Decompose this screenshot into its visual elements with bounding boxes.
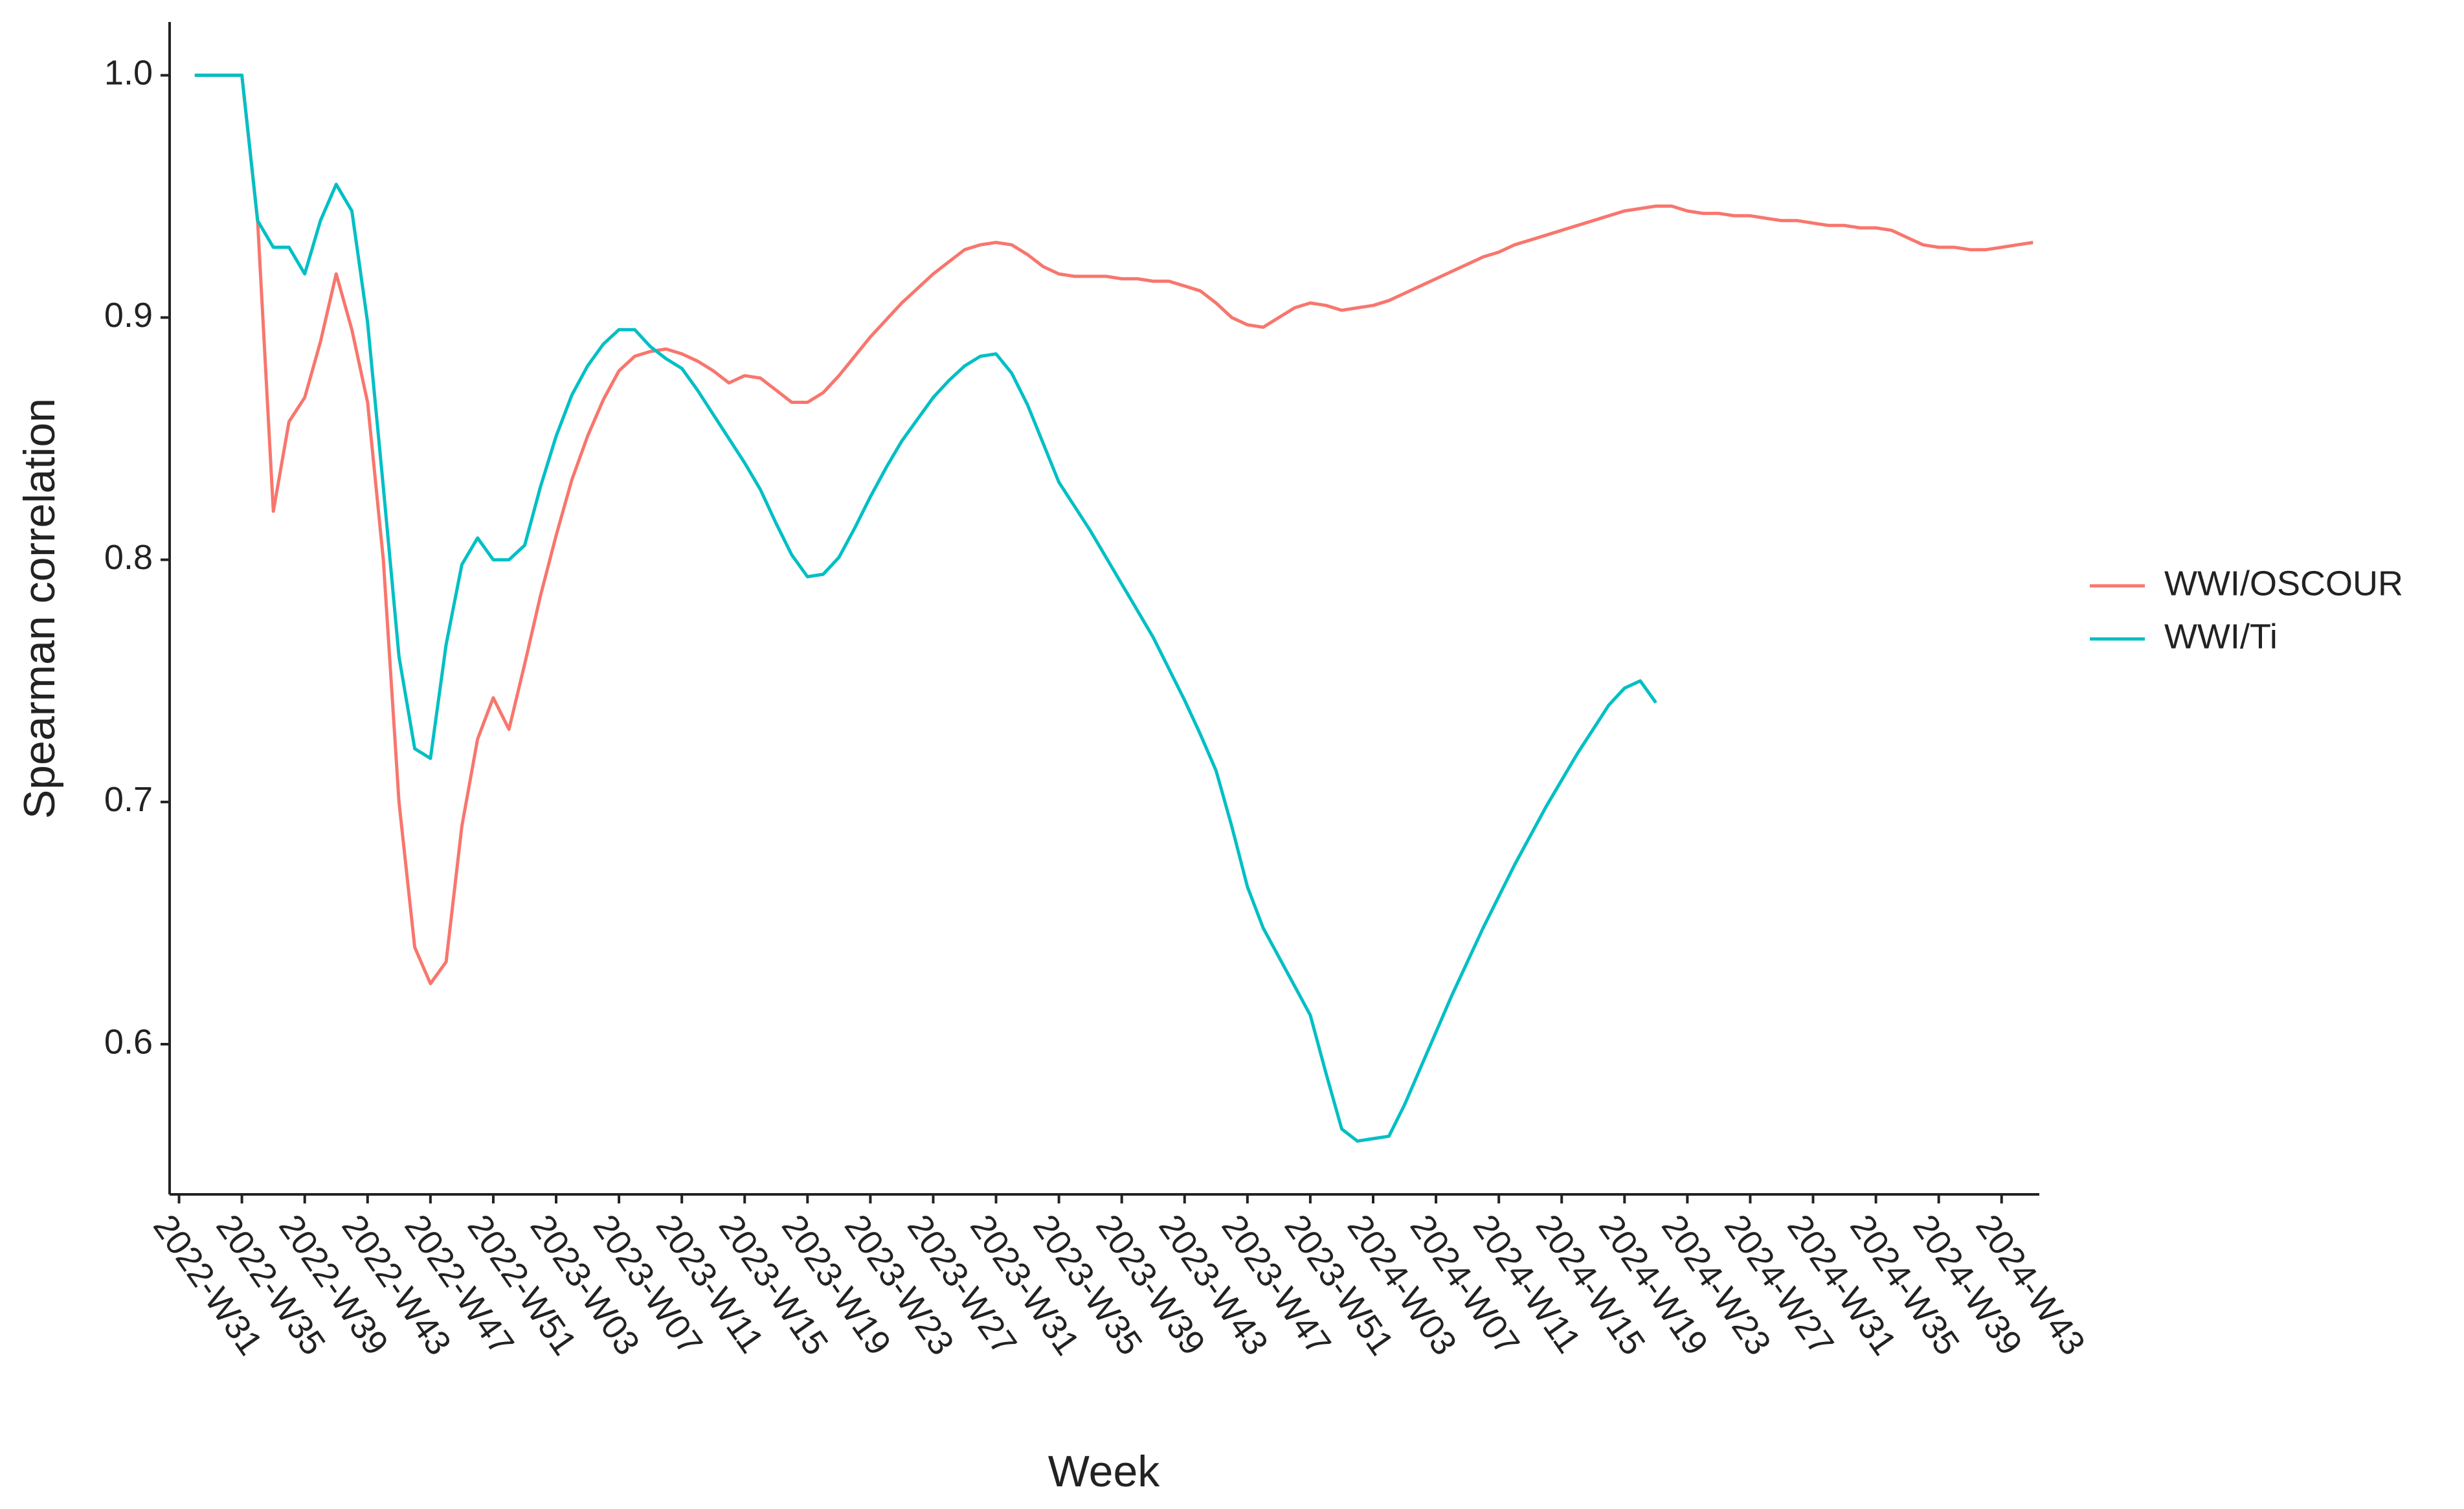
y-tick-label: 0.6 [104,1022,153,1061]
y-tick-label: 1.0 [104,54,153,93]
y-tick-label: 0.7 [104,780,153,819]
y-tick-label: 0.9 [104,296,153,335]
legend-label: WWI/Ti [2164,617,2278,656]
legend-label: WWI/OSCOUR [2164,564,2403,603]
x-axis-title: Week [1048,1447,1161,1496]
y-tick-label: 0.8 [104,538,153,577]
line-series [194,73,1657,1143]
y-axis-title: Spearman correlation [15,398,64,819]
line-series [194,73,2033,985]
